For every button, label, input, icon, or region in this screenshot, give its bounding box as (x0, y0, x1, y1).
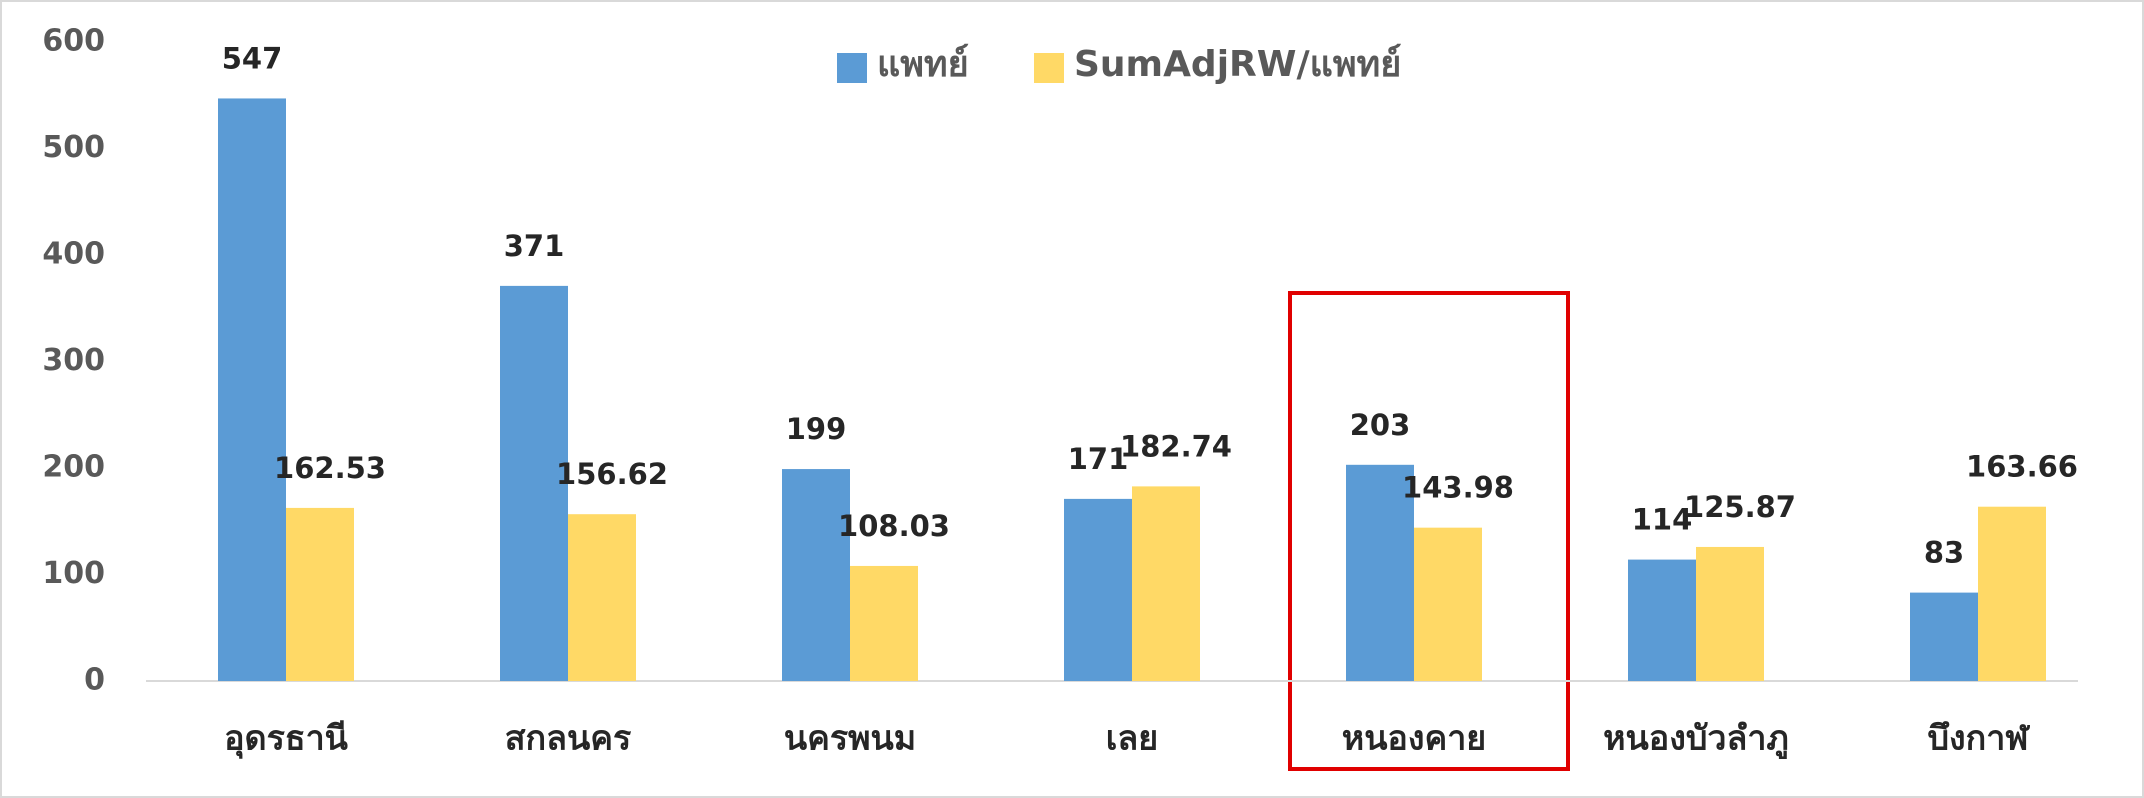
bar (500, 285, 568, 681)
y-tick-label: 400 (42, 237, 105, 272)
y-tick-label: 600 (42, 24, 105, 59)
x-tick-label: สกลนคร (505, 719, 632, 759)
value-label: 125.87 (1684, 490, 1796, 524)
bar (1628, 559, 1696, 681)
value-label: 162.53 (274, 451, 386, 485)
bar (1064, 498, 1132, 681)
y-tick-label: 300 (42, 343, 105, 378)
x-tick-label: เลย (1106, 719, 1158, 759)
value-label: 171 (1068, 442, 1129, 476)
value-label: 163.66 (1966, 450, 2078, 484)
value-label: 203 (1350, 408, 1411, 442)
x-tick-label: หนองบัวลำภู (1603, 719, 1789, 760)
highlight-box (1288, 291, 1570, 771)
value-label: 182.74 (1120, 429, 1232, 463)
x-tick-label: บึงกาฬ (1927, 719, 2030, 759)
value-label: 108.03 (838, 509, 950, 543)
x-tick-label: หนองคาย (1342, 719, 1486, 759)
y-tick-label: 0 (84, 663, 105, 698)
value-label: 199 (786, 412, 847, 446)
bar (782, 469, 850, 681)
legend-swatch (837, 53, 867, 83)
value-label: 156.62 (556, 457, 668, 491)
legend-swatch (1034, 53, 1064, 83)
y-tick-label: 100 (42, 556, 105, 591)
bar (1414, 527, 1482, 681)
bar (568, 514, 636, 681)
x-tick-label: อุดรธานี (224, 719, 348, 760)
bar (1346, 464, 1414, 681)
bar (1132, 486, 1200, 681)
value-label: 83 (1924, 536, 1964, 570)
value-label: 114 (1632, 503, 1693, 537)
bar (1978, 506, 2046, 681)
legend-label: SumAdjRW/แพทย์ (1074, 43, 1401, 85)
bar (1696, 546, 1764, 681)
y-tick-label: 500 (42, 130, 105, 165)
bar (218, 98, 286, 681)
bar (1910, 592, 1978, 681)
value-label: 547 (222, 41, 283, 75)
bar (850, 565, 918, 681)
x-tick-label: นครพนม (784, 719, 916, 759)
y-tick-label: 200 (42, 450, 105, 485)
value-label: 143.98 (1402, 471, 1514, 505)
value-label: 371 (504, 229, 565, 263)
legend-label: แพทย์ (877, 43, 969, 85)
bar (286, 507, 354, 681)
